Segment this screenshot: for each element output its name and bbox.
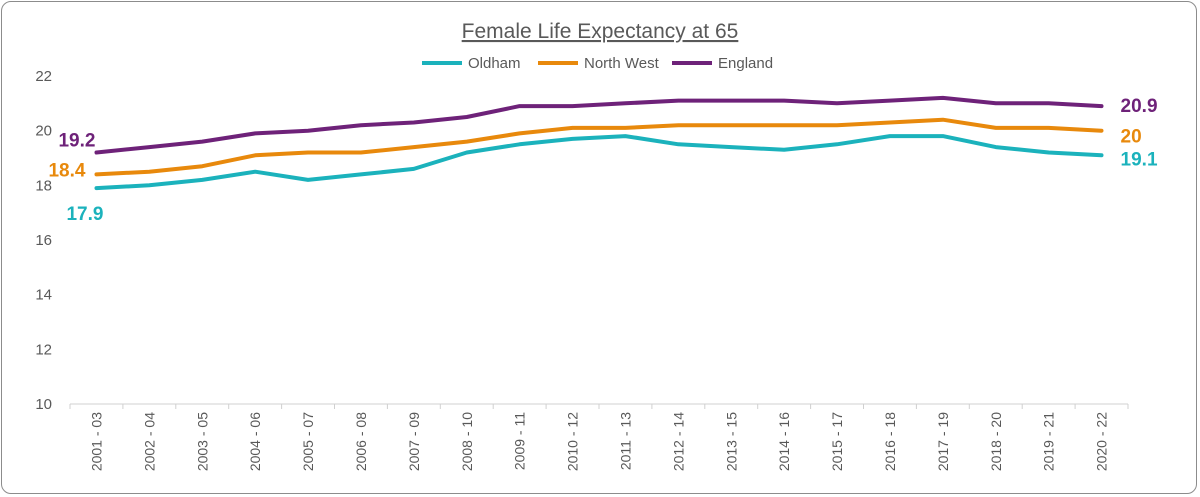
x-tick-label-11: 2012 - 14 <box>670 412 686 471</box>
legend-label-1: North West <box>584 55 660 72</box>
x-tick-label-5: 2006 - 08 <box>353 412 369 471</box>
y-tick-label-4: 18 <box>35 177 52 194</box>
x-tick-label-12: 2013 - 15 <box>723 412 739 471</box>
y-tick-label-3: 16 <box>35 232 52 249</box>
x-tick-label-16: 2017 - 19 <box>935 412 951 471</box>
legend: Oldham North West England <box>422 55 773 72</box>
legend-label-2: England <box>718 55 773 72</box>
y-tick-label-2: 14 <box>35 287 52 304</box>
data-label-first-1: 18.4 <box>48 160 85 181</box>
x-tick-label-1: 2002 - 04 <box>141 412 157 471</box>
x-tick-label-3: 2004 - 06 <box>247 412 263 471</box>
series-line-oldham <box>94 134 1104 191</box>
series-lines <box>94 95 1104 191</box>
x-tick-label-4: 2005 - 07 <box>300 412 316 471</box>
x-tick-label-2: 2003 - 05 <box>194 412 210 471</box>
x-tick-label-13: 2014 - 16 <box>776 412 792 471</box>
data-label-last-2: 20.9 <box>1121 96 1158 117</box>
x-tick-label-14: 2015 - 17 <box>829 412 845 471</box>
x-axis: 2001 - 03 2002 - 04 2003 - 05 2004 - 06 2005… <box>69 403 1129 471</box>
y-tick-label-5: 20 <box>35 123 52 140</box>
x-tick-label-9: 2010 - 12 <box>565 412 581 471</box>
x-tick-label-18: 2019 - 21 <box>1041 412 1057 471</box>
data-label-last-1: 20 <box>1121 127 1142 148</box>
y-tick-label-1: 12 <box>35 341 52 358</box>
x-tick-label-15: 2016 - 18 <box>882 412 898 471</box>
chart-title: Female Life Expectancy at 65 <box>462 20 739 43</box>
x-tick-label-17: 2018 - 20 <box>988 412 1004 471</box>
x-tick-label-10: 2011 - 13 <box>617 412 633 470</box>
x-tick-label-8: 2009 - 11 <box>512 412 528 470</box>
data-label-last-0: 19.1 <box>1121 149 1158 170</box>
data-label-first-2: 19.2 <box>58 131 95 152</box>
x-tick-label-19: 2020 - 22 <box>1094 412 1110 471</box>
series-line-north-west <box>94 117 1104 177</box>
series-line-england <box>94 95 1104 155</box>
y-tick-label-6: 22 <box>35 68 52 85</box>
x-tick-label-6: 2007 - 09 <box>406 412 422 471</box>
legend-label-0: Oldham <box>468 55 521 72</box>
y-tick-label-0: 10 <box>35 396 52 413</box>
data-labels: 17.9 19.1 18.4 20 19.2 20.9 <box>48 96 1158 225</box>
y-axis: 10 12 14 16 18 20 22 <box>35 68 52 413</box>
x-tick-label-0: 2001 - 03 <box>88 412 104 471</box>
data-label-first-0: 17.9 <box>66 204 103 225</box>
x-tick-label-7: 2008 - 10 <box>459 412 475 471</box>
